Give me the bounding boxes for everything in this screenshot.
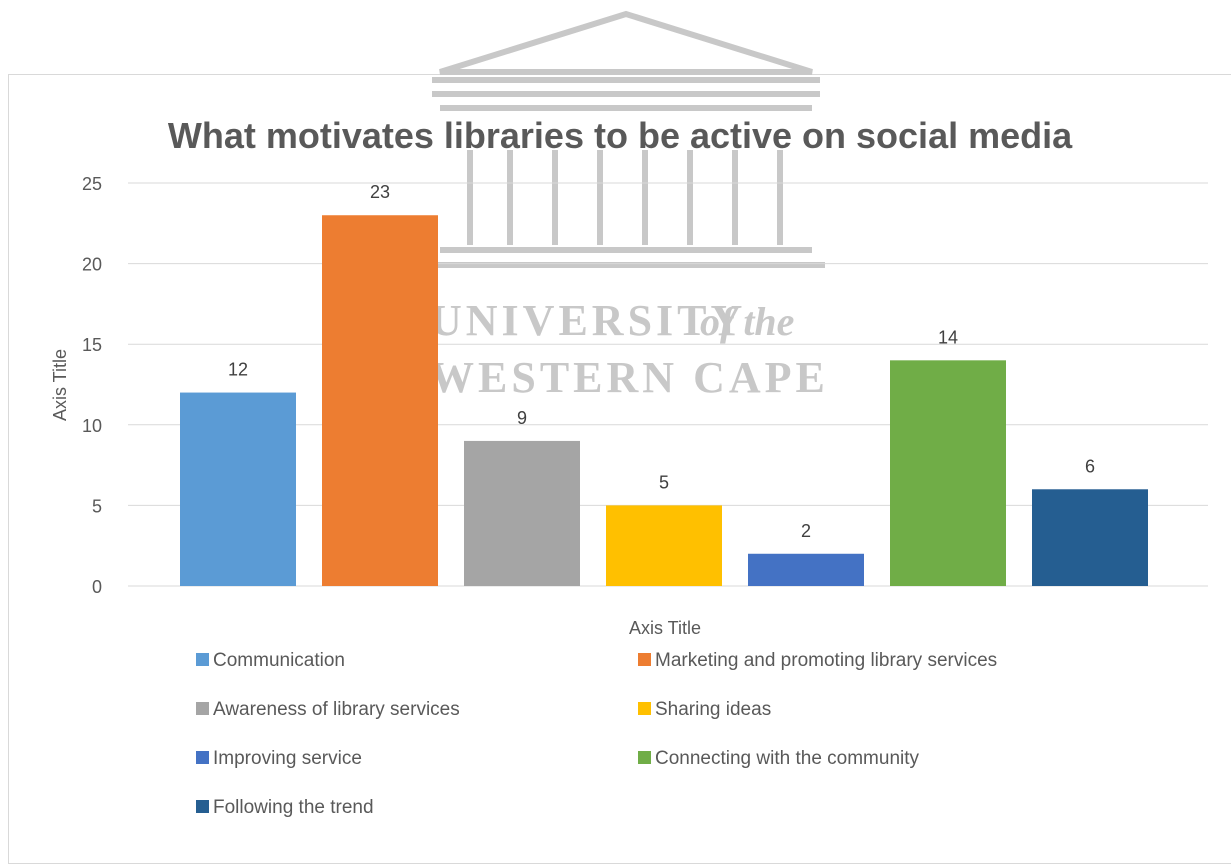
watermark-line1: UNIVERSITY [430,296,746,345]
data-label-1: 23 [370,182,390,202]
legend-swatch-2 [196,702,209,715]
watermark-line2: WESTERN CAPE [430,353,829,402]
y-tick-label: 5 [92,496,102,516]
y-axis-ticks: 0 5 10 15 20 25 [82,174,102,597]
legend-swatch-0 [196,653,209,666]
y-tick-label: 20 [82,255,102,275]
y-tick-label: 25 [82,174,102,194]
bar-3 [606,505,722,586]
legend-swatch-4 [196,751,209,764]
data-label-2: 9 [517,408,527,428]
legend-label-1: Marketing and promoting library services [655,650,997,671]
data-label-3: 5 [659,472,669,492]
legend-label-6: Following the trend [213,797,374,818]
bar-5 [890,360,1006,586]
data-label-5: 14 [938,327,958,347]
y-tick-label: 10 [82,416,102,436]
bar-6 [1032,489,1148,586]
bar-1 [322,215,438,587]
y-tick-label: 0 [92,577,102,597]
legend-label-4: Improving service [213,748,362,769]
bar-0 [180,392,296,586]
bar-2 [464,440,580,586]
data-label-0: 12 [228,360,248,380]
legend-label-3: Sharing ideas [655,699,771,720]
bars [180,215,1148,587]
watermark-line1-suffix: of the [700,299,794,344]
y-axis-title: Axis Title [50,349,70,421]
legend-swatch-5 [638,751,651,764]
data-label-6: 6 [1085,456,1095,476]
legend-swatch-6 [196,800,209,813]
y-tick-label: 15 [82,335,102,355]
bar-4 [748,553,864,586]
x-axis-title: Axis Title [629,618,701,638]
legend-label-0: Communication [213,650,345,671]
legend-label-5: Connecting with the community [655,748,920,769]
legend: Communication Marketing and promoting lib… [196,650,997,818]
legend-label-2: Awareness of library services [213,699,460,720]
data-label-4: 2 [801,521,811,541]
data-labels: 12 23 9 5 2 14 6 [228,182,1095,541]
legend-swatch-3 [638,702,651,715]
building-logo [425,10,825,268]
legend-swatch-1 [638,653,651,666]
chart-title: What motivates libraries to be active on… [168,115,1073,156]
